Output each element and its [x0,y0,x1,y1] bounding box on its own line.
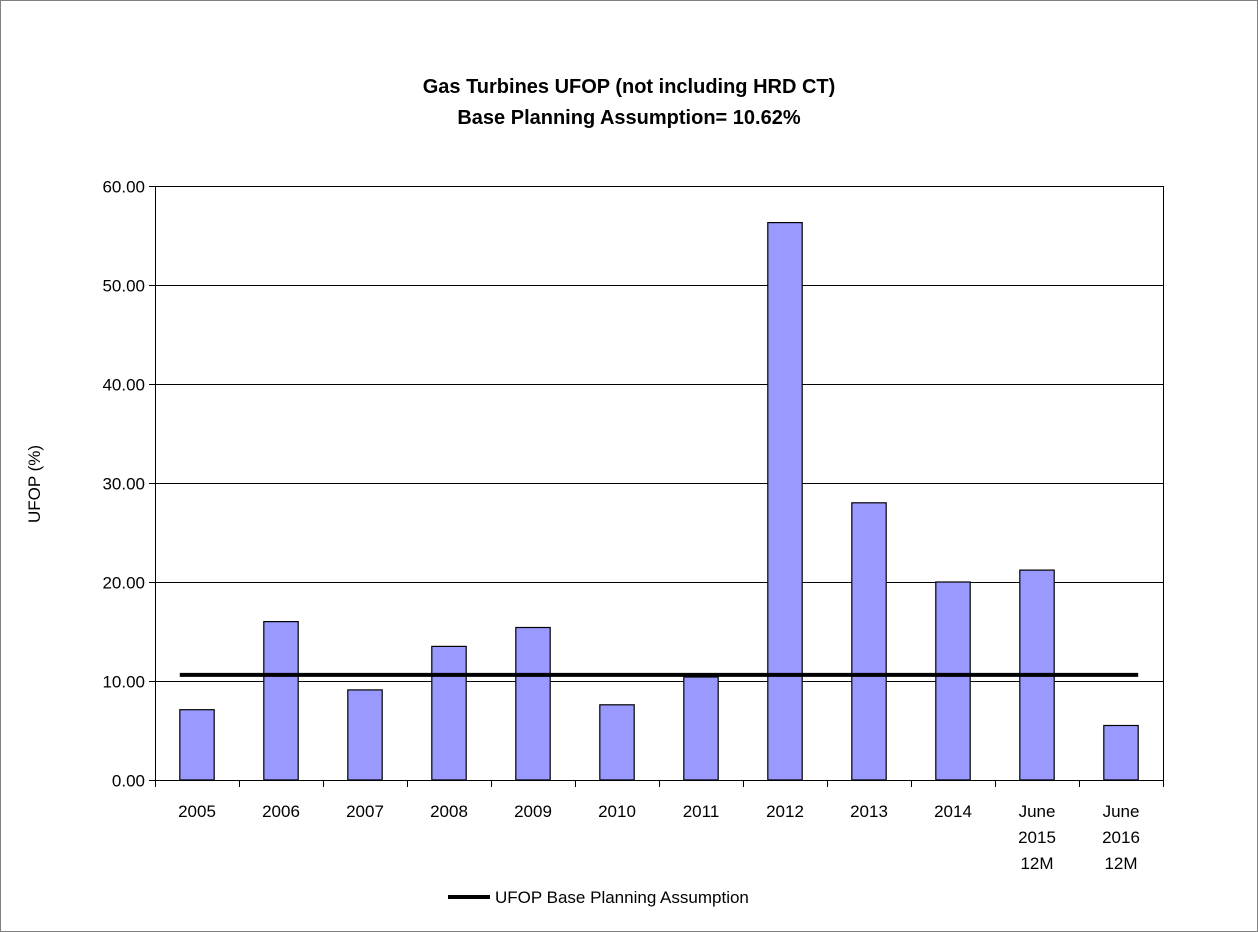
bar [431,645,467,781]
x-tick-label: 2005 [178,802,216,821]
bars [179,222,1139,781]
y-tick-label: 10.00 [102,673,145,692]
x-tick-label: 2009 [514,802,552,821]
x-tick-label: 2007 [346,802,384,821]
x-tick-label: June 2015 12M [1018,802,1056,873]
x-tick-label: 2013 [850,802,888,821]
bar [179,709,215,781]
y-tick-label: 40.00 [102,376,145,395]
bar [515,626,551,781]
legend: UFOP Base Planning Assumption [448,888,749,907]
y-axis-title: UFOP (%) [25,445,44,523]
bar [263,620,299,781]
chart-title: Gas Turbines UFOP (not including HRD CT)… [0,72,1258,134]
y-tick-label: 30.00 [102,475,145,494]
bar [683,676,719,781]
axes: 0.00 10.00 20.00 30.00 40.00 50.00 60.00 2005 20… [102,178,1164,873]
bar [851,502,887,781]
bar [599,704,635,781]
y-tick-label: 60.00 [102,178,145,197]
chart-title-line2: Base Planning Assumption= 10.62% [457,107,801,129]
y-tick-label: 50.00 [102,277,145,296]
y-tick-label: 0.00 [112,772,145,791]
x-tick-label: 2014 [934,802,972,821]
legend-label: UFOP Base Planning Assumption [495,888,749,907]
x-tick-label: 2011 [683,802,720,821]
x-tick-label: 2010 [598,802,636,821]
chart-title-line1: Gas Turbines UFOP (not including HRD CT) [422,76,836,98]
x-tick-label: 2008 [430,802,468,821]
x-tick-label: June 2016 12M [1102,802,1140,873]
bar [935,581,971,781]
x-tick-label: 2012 [766,802,804,821]
bar [347,689,383,781]
x-tick-label: 2006 [262,802,300,821]
bar [767,222,803,781]
y-tick-label: 20.00 [102,574,145,593]
bar [1103,724,1139,781]
gridlines [155,186,1163,682]
